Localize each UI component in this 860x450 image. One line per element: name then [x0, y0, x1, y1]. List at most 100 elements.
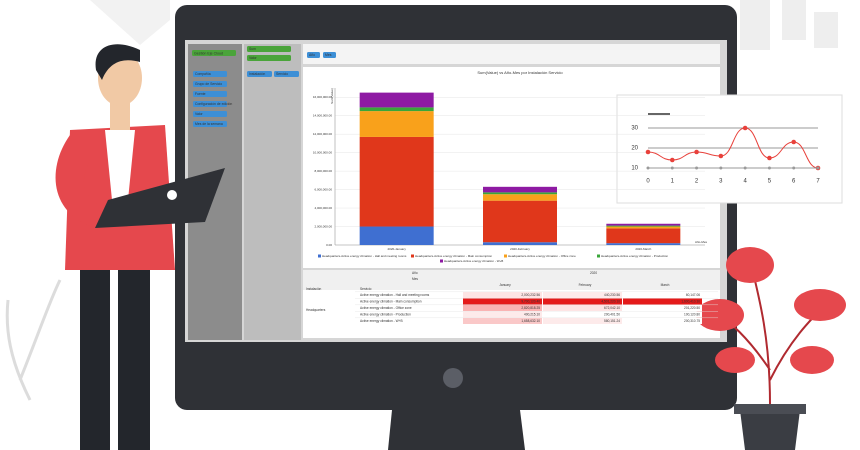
value-cell: 400,215.10 [524, 312, 540, 316]
measure-dropdown-label: Sum [249, 47, 256, 51]
deco-bar [814, 12, 838, 48]
service-cell: Active energy climation - Hall and meeti… [360, 293, 430, 297]
leaf [726, 247, 774, 283]
row-header: Instalación [306, 287, 321, 291]
cloud-button-label: Gestión Eje Cloud [194, 51, 223, 55]
bar-segment [483, 192, 557, 195]
filter-chip [193, 101, 227, 107]
bar-segment [359, 136, 434, 227]
monitor-button [443, 368, 463, 388]
bar-segment [606, 243, 681, 245]
line-point [767, 155, 772, 161]
leaf [696, 299, 744, 331]
column-header: March [661, 283, 670, 287]
value-cell-bg [543, 292, 622, 298]
x-axis-label: Año-Mes [695, 240, 708, 244]
bar-segment [483, 186, 557, 193]
row-chip [247, 71, 272, 77]
bar-segment [606, 228, 681, 244]
value-cell-bg [623, 298, 702, 305]
pot [740, 410, 800, 450]
value-cell-bg [463, 298, 542, 305]
value-cell-bg [463, 292, 542, 298]
leg [80, 260, 110, 450]
y-tick-label: 4,000,000.00 [314, 206, 332, 210]
value-cell-bg [623, 311, 702, 318]
y-tick-label: 6,000,000.00 [314, 187, 332, 191]
value-cell-bg [543, 318, 622, 324]
value-cell: 1,600,410.30 [681, 299, 700, 303]
value-cell-bg [463, 311, 542, 318]
monitor-stand [388, 410, 525, 450]
laptop-logo [167, 190, 177, 200]
row-header: Servicio [360, 287, 372, 291]
y-tick-label: 12,000,000.00 [313, 132, 333, 136]
line-point [669, 157, 675, 163]
line-point [792, 166, 796, 170]
x-tick-label: 2020-March [635, 247, 651, 251]
toolbar [303, 44, 720, 64]
legend-label: Headquarters-Active energy climation - M… [415, 254, 492, 258]
column-header: Año [412, 271, 418, 275]
column-chip [307, 52, 320, 58]
value-cell-bg [623, 292, 702, 298]
value-cell-bg [543, 298, 622, 305]
bar-segment [606, 225, 681, 227]
value-cell: 4,501,220.10 [601, 299, 620, 303]
x-tick-label: 0 [646, 179, 650, 185]
legend-swatch [411, 254, 414, 258]
x-tick-label: 1 [671, 179, 675, 185]
filter-chip [193, 121, 227, 127]
filter-chip-label: Valor [195, 112, 204, 116]
service-cell: Active energy climation - Office zone [360, 306, 412, 310]
value-cell: 2,000,232.56 [521, 293, 540, 297]
arm [55, 135, 110, 230]
table-header-bg [303, 270, 720, 290]
row-chip-label: Instalación [249, 72, 265, 76]
line-point [695, 166, 699, 170]
filter-chip [193, 71, 227, 77]
line-point [646, 166, 650, 170]
bar-segment [359, 226, 434, 245]
filter-chip [193, 111, 227, 117]
row-group: Headquarters [306, 308, 326, 312]
y-axis-label: Sum(Value) [330, 88, 334, 104]
deco-shape [90, 0, 170, 45]
filter-chip-label: Fuente [195, 92, 206, 96]
legend-swatch [504, 254, 507, 258]
leaf [715, 347, 755, 373]
line-point [694, 149, 699, 155]
y-tick-label: 0.00 [326, 243, 332, 247]
deco-bar [740, 0, 770, 50]
measure-dropdown-label: Valor [249, 56, 258, 60]
legend-swatch [597, 254, 600, 258]
line-point [791, 139, 797, 145]
line-point [743, 166, 747, 170]
line-series [647, 127, 819, 169]
column-header: 2020 [590, 271, 597, 275]
cloud-button [192, 50, 236, 56]
leaf [790, 346, 834, 374]
y-tick-label: 14,000,000.00 [313, 114, 333, 118]
service-cell: Active energy climation - Main consumpti… [360, 299, 422, 303]
measure-dropdown [247, 55, 291, 61]
column-header: Mes [412, 277, 418, 281]
x-tick-label: 5 [768, 179, 772, 185]
value-cell: 580,151.24 [604, 319, 620, 323]
bar-segment [606, 226, 681, 229]
column-header: February [579, 283, 592, 287]
leaf [794, 289, 846, 321]
value-cell-bg [463, 305, 542, 311]
x-tick-label: 6 [792, 179, 796, 185]
value-cell-bg [543, 311, 622, 318]
y-tick-label: 30 [631, 126, 638, 132]
legend-label: Headquarters-Active energy climation - O… [508, 254, 576, 258]
x-tick-label: 2020-January [387, 247, 406, 251]
legend-label: Headquarters-Active energy climation - H… [322, 254, 407, 258]
column-chip [323, 52, 336, 58]
line-point [742, 125, 748, 131]
line-point [645, 149, 651, 155]
legend-label: Headquarters-Active energy climation - P… [601, 254, 668, 258]
y-tick-label: 8,000,000.00 [314, 169, 332, 173]
